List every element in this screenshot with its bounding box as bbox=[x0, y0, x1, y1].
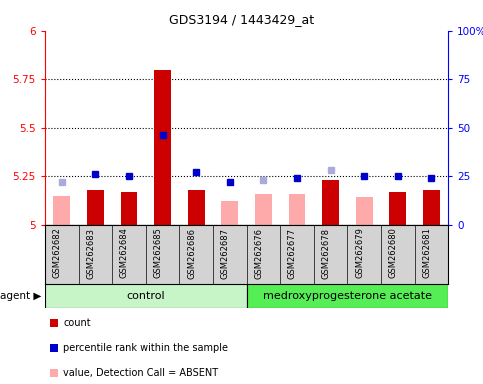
Text: GSM262682: GSM262682 bbox=[53, 228, 62, 278]
Bar bbox=[247, 284, 448, 308]
Text: count: count bbox=[63, 318, 91, 328]
Text: GSM262684: GSM262684 bbox=[120, 228, 129, 278]
Text: agent ▶: agent ▶ bbox=[0, 291, 42, 301]
Bar bbox=[221, 201, 238, 225]
Bar bbox=[154, 70, 171, 225]
Bar bbox=[389, 192, 406, 225]
Text: GSM262679: GSM262679 bbox=[355, 228, 364, 278]
Text: GSM262677: GSM262677 bbox=[288, 228, 297, 279]
Text: control: control bbox=[127, 291, 165, 301]
Text: GSM262687: GSM262687 bbox=[221, 228, 230, 279]
Bar bbox=[255, 194, 272, 225]
Text: medroxyprogesterone acetate: medroxyprogesterone acetate bbox=[263, 291, 432, 301]
Bar bbox=[87, 190, 104, 225]
Bar bbox=[288, 194, 305, 225]
Text: GDS3194 / 1443429_at: GDS3194 / 1443429_at bbox=[169, 13, 314, 26]
Text: GSM262685: GSM262685 bbox=[154, 228, 163, 278]
Bar bbox=[322, 180, 339, 225]
Text: value, Detection Call = ABSENT: value, Detection Call = ABSENT bbox=[63, 368, 218, 378]
Bar bbox=[188, 190, 205, 225]
Text: GSM262683: GSM262683 bbox=[86, 228, 95, 279]
Bar bbox=[53, 195, 70, 225]
Text: GSM262680: GSM262680 bbox=[389, 228, 398, 278]
Text: GSM262686: GSM262686 bbox=[187, 228, 196, 279]
Text: GSM262676: GSM262676 bbox=[255, 228, 263, 279]
Bar bbox=[121, 192, 137, 225]
Bar bbox=[45, 284, 247, 308]
Text: percentile rank within the sample: percentile rank within the sample bbox=[63, 343, 228, 353]
Text: GSM262681: GSM262681 bbox=[423, 228, 431, 278]
Text: GSM262678: GSM262678 bbox=[322, 228, 330, 279]
Bar bbox=[356, 197, 372, 225]
Bar bbox=[423, 190, 440, 225]
